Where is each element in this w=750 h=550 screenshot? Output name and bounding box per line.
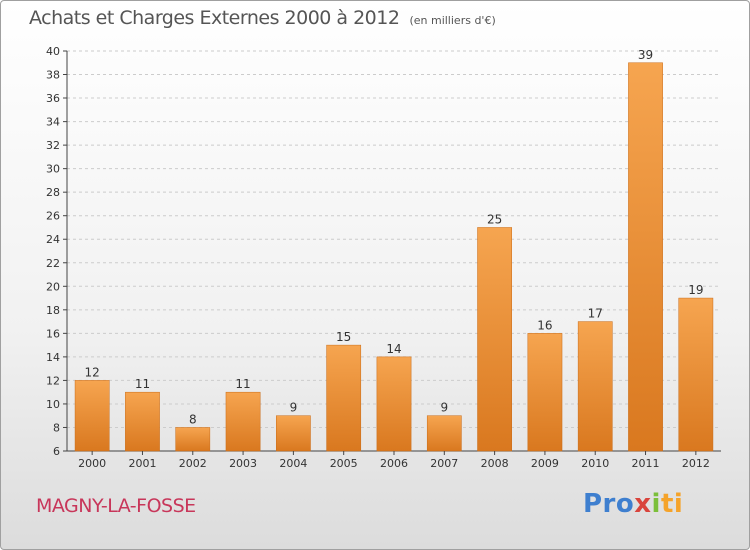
y-tick-label: 20 [46, 280, 60, 293]
y-tick-label: 28 [46, 186, 60, 199]
x-tick-label: 2004 [279, 457, 307, 470]
x-tick-label: 2005 [330, 457, 358, 470]
y-tick-label: 38 [46, 69, 60, 82]
bar [678, 297, 714, 452]
data-label: 9 [290, 401, 298, 415]
data-label: 12 [85, 365, 100, 379]
city-name: MAGNY-LA-FOSSE [36, 495, 196, 517]
y-tick-label: 16 [46, 327, 60, 340]
bar [74, 380, 110, 452]
data-label: 39 [638, 48, 653, 62]
y-tick-label: 40 [46, 45, 60, 58]
x-tick-label: 2009 [531, 457, 559, 470]
y-tick-label: 36 [46, 92, 60, 105]
data-label: 11 [235, 377, 250, 391]
x-tick-label: 2008 [481, 457, 509, 470]
y-tick-label: 30 [46, 163, 60, 176]
bar [628, 62, 663, 452]
bar [225, 391, 261, 452]
y-tick-label: 18 [46, 304, 60, 317]
bar [276, 415, 311, 452]
chart-title: Achats et Charges Externes 2000 à 2012 (e… [29, 7, 496, 29]
data-label: 16 [537, 318, 552, 332]
logo-part-1: Pro [583, 489, 635, 519]
y-tick-label: 34 [46, 116, 60, 129]
y-tick-label: 6 [53, 445, 60, 458]
bar [326, 344, 362, 452]
bar [426, 415, 462, 452]
logo-part-4: ti [660, 489, 684, 519]
logo-part-3: i [651, 489, 661, 519]
bar [125, 391, 160, 452]
x-tick-label: 2006 [380, 457, 408, 470]
x-tick-label: 2007 [430, 457, 458, 470]
y-tick-label: 14 [46, 351, 60, 364]
bar [577, 321, 613, 452]
bar [376, 356, 412, 452]
x-tick-label: 2010 [581, 457, 609, 470]
data-label: 25 [487, 212, 502, 226]
data-label: 17 [588, 307, 603, 321]
data-label: 8 [189, 412, 197, 426]
x-tick-label: 2000 [78, 457, 106, 470]
bar [527, 333, 563, 452]
chart-title-text: Achats et Charges Externes 2000 à 2012 [29, 7, 400, 29]
chart-subtitle: (en milliers d'€) [409, 14, 496, 27]
y-tick-label: 22 [46, 257, 60, 270]
y-tick-label: 26 [46, 210, 60, 223]
y-tick-label: 32 [46, 139, 60, 152]
data-label: 9 [440, 401, 448, 415]
x-tick-label: 2001 [128, 457, 156, 470]
data-label: 11 [135, 377, 150, 391]
y-tick-label: 24 [46, 233, 60, 246]
y-tick-label: 10 [46, 398, 60, 411]
data-label: 19 [688, 283, 703, 297]
bar [477, 227, 512, 452]
x-tick-label: 2011 [632, 457, 660, 470]
logo-part-2: x [634, 489, 652, 519]
data-label: 15 [336, 330, 351, 344]
y-tick-label: 12 [46, 374, 60, 387]
x-tick-label: 2003 [229, 457, 257, 470]
bar [175, 427, 211, 452]
x-tick-label: 2012 [682, 457, 710, 470]
y-tick-label: 8 [53, 421, 60, 434]
x-tick-label: 2002 [179, 457, 207, 470]
proxiti-logo: Proxiti [583, 489, 683, 519]
data-label: 14 [386, 342, 401, 356]
